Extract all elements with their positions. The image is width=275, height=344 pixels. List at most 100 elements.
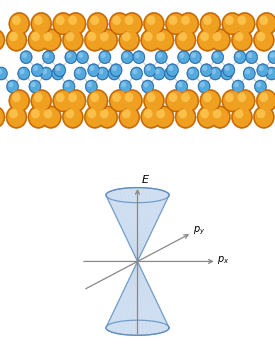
Circle shape <box>223 91 241 111</box>
Circle shape <box>189 51 201 64</box>
Circle shape <box>225 15 234 25</box>
Circle shape <box>259 15 268 25</box>
Circle shape <box>22 53 27 58</box>
Circle shape <box>176 30 195 50</box>
Circle shape <box>119 106 140 128</box>
Circle shape <box>201 65 212 76</box>
Circle shape <box>243 67 255 80</box>
Circle shape <box>89 66 95 71</box>
Circle shape <box>213 32 221 41</box>
Circle shape <box>109 68 119 79</box>
Circle shape <box>179 14 197 34</box>
Circle shape <box>68 93 77 102</box>
Circle shape <box>40 106 61 128</box>
Circle shape <box>187 67 199 80</box>
Circle shape <box>178 32 187 41</box>
Circle shape <box>40 29 61 51</box>
Circle shape <box>153 68 164 79</box>
Circle shape <box>255 107 273 127</box>
Circle shape <box>40 67 52 80</box>
Circle shape <box>133 51 145 64</box>
Circle shape <box>266 68 275 79</box>
Circle shape <box>76 69 81 74</box>
Circle shape <box>211 51 224 64</box>
Circle shape <box>18 68 29 79</box>
Circle shape <box>153 106 174 128</box>
Circle shape <box>142 81 153 92</box>
Circle shape <box>244 68 255 79</box>
Circle shape <box>235 32 243 41</box>
Circle shape <box>18 67 30 80</box>
Circle shape <box>43 52 54 63</box>
Circle shape <box>144 89 164 112</box>
Circle shape <box>64 81 74 92</box>
Circle shape <box>65 82 70 87</box>
Circle shape <box>0 106 5 128</box>
Circle shape <box>87 32 96 41</box>
Circle shape <box>7 107 26 127</box>
Circle shape <box>65 12 86 35</box>
Circle shape <box>236 91 254 111</box>
Circle shape <box>87 12 108 35</box>
Circle shape <box>155 107 173 127</box>
Circle shape <box>177 82 183 87</box>
Circle shape <box>100 52 110 63</box>
Circle shape <box>43 32 52 41</box>
Circle shape <box>153 67 165 80</box>
Circle shape <box>67 14 85 34</box>
Circle shape <box>168 66 173 71</box>
Circle shape <box>198 107 217 127</box>
Circle shape <box>110 91 129 111</box>
Circle shape <box>255 81 266 92</box>
Circle shape <box>259 93 268 102</box>
Circle shape <box>123 53 128 58</box>
Circle shape <box>53 89 74 112</box>
Circle shape <box>112 15 121 25</box>
Circle shape <box>246 51 258 64</box>
Circle shape <box>234 12 255 35</box>
Circle shape <box>221 67 233 80</box>
Circle shape <box>7 30 26 50</box>
Circle shape <box>155 30 173 50</box>
Circle shape <box>166 69 171 74</box>
Circle shape <box>198 30 217 50</box>
Circle shape <box>141 106 162 128</box>
Circle shape <box>144 12 164 35</box>
Circle shape <box>142 80 154 93</box>
Circle shape <box>199 81 209 92</box>
Circle shape <box>153 29 174 51</box>
Circle shape <box>209 67 221 80</box>
Circle shape <box>12 15 21 25</box>
Circle shape <box>20 69 24 74</box>
Circle shape <box>130 67 142 80</box>
Circle shape <box>98 30 116 50</box>
Circle shape <box>145 14 163 34</box>
Circle shape <box>68 15 77 25</box>
Circle shape <box>189 69 194 74</box>
Circle shape <box>99 51 111 64</box>
Circle shape <box>132 69 137 74</box>
Circle shape <box>62 29 83 51</box>
Circle shape <box>144 32 153 41</box>
Circle shape <box>233 30 251 50</box>
Circle shape <box>90 15 99 25</box>
Circle shape <box>67 91 85 111</box>
Circle shape <box>245 69 250 74</box>
Circle shape <box>6 106 27 128</box>
Circle shape <box>225 93 234 102</box>
Circle shape <box>20 51 32 64</box>
Circle shape <box>7 80 19 93</box>
Circle shape <box>211 30 229 50</box>
Circle shape <box>42 107 60 127</box>
Circle shape <box>176 81 187 92</box>
Circle shape <box>32 65 43 76</box>
Circle shape <box>141 29 162 51</box>
Circle shape <box>9 32 18 41</box>
Circle shape <box>87 89 108 112</box>
Circle shape <box>31 32 40 41</box>
Circle shape <box>257 109 265 118</box>
Circle shape <box>210 29 230 51</box>
Circle shape <box>88 65 99 76</box>
Circle shape <box>169 93 177 102</box>
Circle shape <box>87 109 96 118</box>
